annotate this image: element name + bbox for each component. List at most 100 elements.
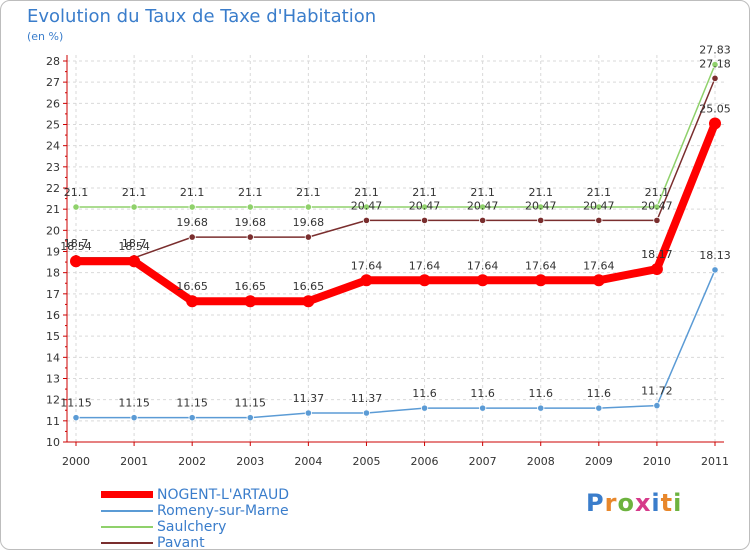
data-label-romeny: 11.6 [587, 387, 612, 400]
y-tick-label: 25 [46, 119, 60, 132]
data-point-nogent [534, 274, 547, 287]
data-point-pavant [537, 216, 545, 224]
x-tick-label: 2001 [120, 455, 148, 468]
data-point-nogent [360, 274, 373, 287]
data-label-pavant: 20.47 [583, 199, 615, 212]
data-label-pavant: 20.47 [467, 199, 499, 212]
data-label-romeny: 11.37 [293, 392, 325, 405]
legend-swatch-pavant [101, 542, 153, 544]
data-point-saulchery [72, 203, 80, 211]
y-tick-label: 10 [46, 436, 60, 449]
data-point-pavant [188, 233, 196, 241]
data-label-saulchery: 21.1 [238, 186, 263, 199]
data-point-nogent [709, 117, 721, 130]
data-label-saulchery: 21.1 [412, 186, 437, 199]
data-label-pavant: 20.47 [641, 199, 673, 212]
data-label-pavant: 18.7 [64, 237, 89, 250]
legend-label-saulchery: Saulchery [157, 519, 227, 535]
data-point-romeny [420, 404, 429, 412]
y-tick-label: 21 [46, 203, 60, 216]
data-point-romeny [362, 409, 371, 417]
data-label-romeny: 18.13 [699, 249, 731, 262]
data-point-romeny [304, 409, 312, 417]
y-tick-label: 24 [46, 140, 60, 153]
y-tick-label: 28 [46, 55, 60, 68]
data-label-pavant: 27.18 [699, 57, 731, 70]
data-point-pavant [304, 233, 312, 241]
data-point-saulchery [479, 203, 487, 211]
data-label-saulchery: 21.1 [528, 186, 553, 199]
data-point-pavant [479, 216, 487, 224]
y-tick-label: 18 [46, 267, 60, 280]
data-label-nogent: 18.54 [60, 240, 92, 253]
y-tick-label: 23 [46, 161, 60, 174]
data-label-pavant: 19.68 [235, 216, 267, 229]
data-point-saulchery [420, 203, 429, 211]
data-label-saulchery: 21.1 [587, 186, 612, 199]
data-point-nogent [128, 255, 141, 268]
y-tick-label: 13 [46, 373, 60, 386]
x-tick-label: 2009 [585, 455, 613, 468]
data-label-nogent: 17.64 [467, 259, 499, 272]
x-tick-label: 2004 [294, 455, 322, 468]
legend-label-pavant: Pavant [157, 535, 205, 550]
x-tick-label: 2006 [411, 455, 439, 468]
data-point-pavant [420, 216, 429, 224]
data-point-saulchery [653, 203, 661, 211]
data-label-nogent: 16.65 [235, 280, 267, 293]
data-label-nogent: 25.05 [699, 102, 731, 115]
x-tick-label: 2008 [527, 455, 555, 468]
data-point-pavant [595, 216, 603, 224]
data-label-romeny: 11.15 [118, 397, 150, 410]
logo-letter: r [604, 489, 618, 517]
y-tick-label: 20 [46, 224, 60, 237]
y-tick-label: 16 [46, 309, 60, 322]
logo-letter: o [617, 489, 635, 517]
proxiti-logo: Proxiti [586, 489, 682, 517]
data-label-nogent: 17.64 [525, 259, 557, 272]
x-tick-label: 2002 [178, 455, 206, 468]
data-point-pavant [653, 216, 661, 224]
data-point-nogent [70, 255, 82, 268]
data-label-romeny: 11.15 [176, 397, 208, 410]
data-label-romeny: 11.15 [60, 397, 92, 410]
unit-label: (en %) [27, 30, 64, 43]
data-label-pavant: 20.47 [351, 199, 383, 212]
series-line-saulchery [75, 63, 716, 208]
data-label-saulchery: 21.1 [645, 186, 670, 199]
data-label-saulchery: 21.1 [180, 186, 205, 199]
data-point-saulchery [188, 203, 196, 211]
data-label-romeny: 11.6 [412, 387, 437, 400]
data-point-nogent [650, 263, 663, 276]
data-label-nogent: 16.65 [176, 280, 208, 293]
data-point-romeny [711, 266, 719, 274]
data-label-pavant: 20.47 [409, 199, 441, 212]
series-line-nogent [72, 119, 719, 306]
data-point-pavant [711, 74, 719, 82]
plot-area [67, 55, 724, 442]
data-point-romeny [130, 414, 138, 422]
chart-title: Evolution du Taux de Taxe d'Habitation [27, 6, 377, 27]
data-label-pavant: 19.68 [293, 216, 325, 229]
y-tick-label: 12 [46, 394, 60, 407]
data-point-saulchery [362, 203, 371, 211]
data-point-saulchery [304, 203, 312, 211]
data-label-saulchery: 21.1 [64, 186, 89, 199]
data-point-romeny [653, 401, 661, 410]
y-tick-label: 15 [46, 330, 60, 343]
y-tick-label: 27 [46, 76, 60, 89]
data-label-romeny: 11.15 [235, 397, 267, 410]
data-point-romeny [479, 404, 487, 412]
data-label-nogent: 17.64 [409, 259, 441, 272]
data-label-pavant: 20.47 [525, 199, 557, 212]
data-label-saulchery: 21.1 [296, 186, 321, 199]
data-point-romeny [537, 404, 545, 412]
data-point-nogent [418, 274, 431, 287]
data-point-saulchery [711, 60, 719, 69]
y-tick-label: 14 [46, 351, 60, 364]
data-point-pavant [246, 233, 254, 241]
y-tick-label: 19 [46, 246, 60, 259]
data-label-saulchery: 27.83 [699, 44, 731, 57]
x-tick-label: 2007 [469, 455, 497, 468]
